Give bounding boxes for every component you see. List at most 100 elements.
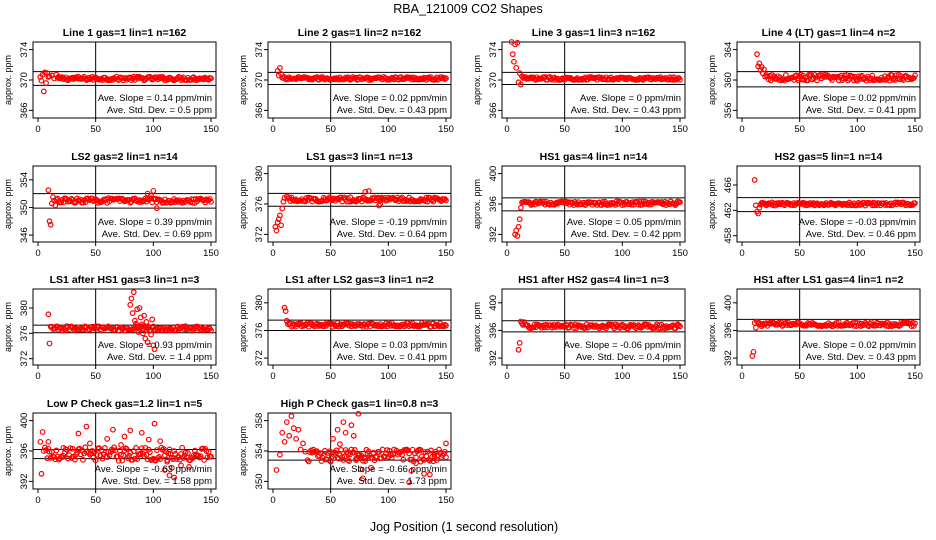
std-dev-annotation: Ave. Std. Dev. = 1.4 ppm: [107, 352, 212, 363]
data-point: [912, 200, 918, 207]
data-point: [324, 456, 331, 463]
x-tick-label: 150: [672, 371, 688, 382]
panel-title: Line 1 gas=1 lin=1 n=162: [63, 27, 187, 39]
y-tick-label: 366: [254, 102, 265, 118]
data-point: [362, 458, 369, 464]
data-point: [297, 446, 304, 453]
data-point: [189, 455, 196, 462]
x-tick-label: 0: [270, 495, 275, 506]
data-point: [400, 456, 407, 463]
y-tick-label: 370: [488, 72, 499, 88]
data-point: [171, 474, 177, 481]
data-point: [196, 454, 203, 461]
y-tick-label: 392: [488, 350, 499, 366]
y-tick-label: 372: [254, 226, 265, 242]
data-point: [206, 196, 213, 202]
data-point: [440, 74, 447, 81]
x-tick-label: 150: [438, 371, 454, 382]
data-point: [357, 466, 364, 473]
data-point: [101, 445, 108, 451]
y-tick-label: 360: [723, 72, 734, 88]
data-point: [65, 198, 71, 205]
panel-title: HS1 gas=4 lin=1 n=14: [540, 151, 648, 163]
data-point: [406, 479, 412, 486]
data-point: [761, 66, 767, 73]
std-dev-annotation: Ave. Std. Dev. = 0.43 ppm: [806, 352, 916, 363]
data-point: [39, 429, 46, 435]
x-tick-label: 50: [794, 248, 805, 259]
data-point: [516, 339, 523, 346]
chart-panel: Line 2 gas=1 lin=2 n=162 0 50 100 150 366 370 3…: [238, 27, 454, 135]
figure-title: RBA_121009 CO2 Shapes: [393, 2, 542, 16]
data-point: [138, 429, 145, 436]
x-tick-label: 50: [794, 371, 805, 382]
data-point: [348, 422, 355, 429]
data-point: [144, 339, 151, 346]
std-dev-annotation: Ave. Std. Dev. = 0.43 ppm: [337, 105, 447, 116]
y-tick-label: 392: [19, 473, 30, 489]
data-point: [443, 75, 449, 82]
data-point: [841, 72, 848, 79]
data-point: [286, 432, 293, 439]
data-point: [136, 305, 143, 311]
data-point: [751, 177, 758, 183]
y-tick-label: 458: [723, 228, 734, 244]
data-point: [281, 304, 288, 311]
data-point: [46, 218, 53, 225]
data-point: [912, 320, 918, 327]
x-tick-label: 0: [504, 371, 509, 382]
data-point: [443, 197, 449, 204]
data-point: [277, 451, 283, 458]
x-tick-label: 50: [90, 248, 101, 259]
data-point: [317, 450, 324, 457]
y-tick-label: 350: [19, 200, 30, 216]
data-point: [360, 475, 366, 482]
y-axis-label: approx. ppm: [3, 302, 13, 352]
std-dev-annotation: Ave. Std. Dev. = 0.64 ppm: [337, 229, 447, 240]
x-tick-label: 150: [907, 124, 923, 135]
data-point: [421, 470, 427, 477]
data-point: [151, 346, 158, 353]
data-point: [45, 187, 52, 194]
x-tick-label: 50: [325, 248, 336, 259]
data-point: [150, 187, 157, 194]
data-point: [121, 433, 128, 440]
data-point: [93, 451, 100, 458]
data-point: [45, 445, 52, 452]
y-axis-label: approx. ppm: [238, 426, 248, 476]
data-point: [677, 199, 683, 206]
data-point: [157, 456, 164, 462]
data-point: [755, 210, 762, 217]
x-tick-label: 50: [559, 371, 570, 382]
x-tick-label: 150: [438, 495, 454, 506]
y-tick-label: 392: [723, 350, 734, 366]
data-point: [511, 58, 517, 65]
data-point: [72, 456, 78, 463]
data-point: [362, 188, 369, 195]
data-point: [368, 464, 374, 471]
y-tick-label: 400: [488, 295, 499, 311]
data-point: [45, 438, 52, 445]
data-point: [387, 76, 394, 82]
data-point: [439, 322, 446, 329]
y-axis-label: approx. ppm: [238, 302, 248, 352]
slope-annotation: Ave. Slope = 0.39 ppm/min: [98, 217, 212, 228]
data-point: [582, 324, 589, 331]
chart-panel: LS1 gas=3 lin=1 n=13 0 50 100 150 372 376 380 ap…: [238, 151, 454, 259]
data-point: [86, 440, 93, 447]
data-point: [47, 221, 54, 228]
data-point: [185, 450, 191, 456]
chart-panel: Low P Check gas=1.2 lin=1 n=5 0 50 100 150 39…: [3, 398, 219, 506]
chart-panel: Line 4 (LT) gas=1 lin=4 n=2 0 50 100 150 356 3…: [707, 27, 923, 135]
data-point: [283, 419, 290, 426]
x-tick-label: 0: [35, 495, 40, 506]
panel-title: LS1 after HS1 gas=3 lin=1 n=3: [50, 274, 200, 286]
slope-annotation: Ave. Slope = 0.02 ppm/min: [333, 93, 447, 104]
slope-annotation: Ave. Slope = -0.03 ppm/min: [799, 217, 916, 228]
data-point: [75, 430, 82, 437]
data-point: [170, 456, 176, 463]
data-point: [516, 216, 523, 223]
data-point: [110, 447, 116, 454]
data-point: [394, 323, 401, 330]
